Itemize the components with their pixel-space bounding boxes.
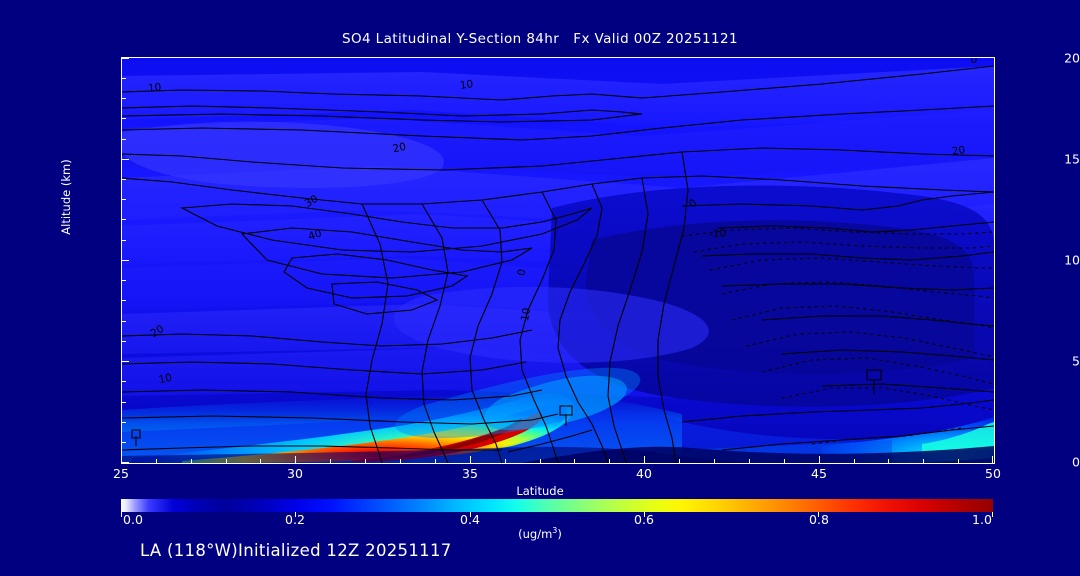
colorbar-label-0: 0.0 [123, 512, 143, 527]
y-tickmark-20 [122, 58, 129, 59]
colorbar-tickmark-2 [470, 512, 471, 517]
svg-text:10: 10 [459, 78, 474, 92]
x-axis-label: Latitude [516, 484, 564, 498]
y-tickmark-minor-7 [122, 300, 126, 301]
x-tickmark-minor-12 [609, 459, 610, 463]
y-tickmark-minor-15 [122, 98, 126, 99]
colorbar-tickmark-1 [295, 512, 296, 517]
x-tickmark-45 [819, 456, 820, 463]
x-tick-40: 40 [636, 466, 652, 481]
y-tickmark-minor-4 [122, 381, 126, 382]
y-tickmark-minor-12 [122, 179, 126, 180]
y-tickmark-5 [122, 361, 129, 362]
x-tickmark-minor-16 [784, 459, 785, 463]
colorbar-tickmark-3 [644, 512, 645, 517]
y-tick-20: 20 [1064, 50, 1080, 66]
x-tickmark-minor-1 [156, 459, 157, 463]
x-tickmark-minor-8 [435, 459, 436, 463]
colorbar-label-4: 0.8 [809, 512, 829, 527]
svg-text:10: 10 [519, 307, 533, 322]
colorbar-label-3: 0.6 [634, 512, 654, 527]
colorbar-tickmark-5 [992, 512, 993, 517]
x-tickmark-minor-17 [854, 459, 855, 463]
x-tick-45: 45 [811, 466, 827, 481]
svg-text:10: 10 [147, 81, 162, 94]
contour-labels: 10 10 20 20 30 0 0 40 -10 0 10 20 10 [147, 58, 977, 386]
x-tickmark-minor-18 [888, 459, 889, 463]
colorbar-tickmark-4 [818, 512, 819, 517]
colorbar-unit-label: (ug/m3) [0, 526, 1080, 541]
y-tickmark-minor-16 [122, 78, 126, 79]
negative-contour-lines [681, 227, 994, 445]
x-tickmark-minor-7 [400, 459, 401, 463]
svg-text:20: 20 [392, 141, 408, 156]
chart-caption: LA (118°W)Initialized 12Z 20251117 [140, 541, 452, 560]
x-tickmark-minor-2 [191, 459, 192, 463]
colorbar-tickmark-0 [121, 512, 122, 517]
x-tick-50: 50 [985, 466, 1001, 481]
y-tickmark-minor-13 [122, 139, 126, 140]
y-axis-label: Altitude (km) [59, 159, 73, 235]
x-tick-25: 25 [113, 466, 129, 481]
x-tickmark-minor-5 [330, 459, 331, 463]
field-svg: 10 10 20 20 30 0 0 40 -10 0 10 20 10 [122, 58, 994, 463]
y-tickmark-minor-2 [122, 422, 126, 423]
svg-text:20: 20 [951, 144, 966, 158]
colorbar-unit-prefix: (ug/m [518, 526, 553, 541]
svg-text:0: 0 [516, 268, 529, 277]
svg-text:10: 10 [158, 372, 174, 387]
x-tickmark-minor-20 [958, 459, 959, 463]
plot-inner: 10 10 20 20 30 0 0 40 -10 0 10 20 10 [122, 58, 994, 463]
x-tick-35: 35 [462, 466, 478, 481]
colorbar-gradient [121, 499, 993, 512]
y-tick-5: 5 [1072, 353, 1080, 369]
colorbar-label-1: 0.2 [285, 512, 305, 527]
x-tickmark-50 [992, 456, 993, 463]
svg-text:40: 40 [307, 227, 323, 243]
y-tickmark-minor-8 [122, 280, 126, 281]
x-tickmark-40 [644, 456, 645, 463]
x-tickmark-minor-11 [574, 459, 575, 463]
x-tickmark-minor-9 [505, 459, 506, 463]
y-tickmark-10 [122, 260, 129, 261]
y-tick-10: 10 [1064, 252, 1080, 268]
svg-text:30: 30 [303, 193, 321, 210]
x-tickmark-minor-13 [679, 459, 680, 463]
y-tickmark-15 [122, 159, 129, 160]
y-tickmark-minor-5 [122, 341, 126, 342]
y-tick-0: 0 [1072, 454, 1080, 470]
x-tickmark-minor-15 [749, 459, 750, 463]
y-tickmark-minor-3 [122, 402, 126, 403]
svg-text:-10: -10 [709, 227, 727, 241]
colorbar-unit-exponent: 3 [552, 526, 558, 535]
x-tickmark-minor-3 [226, 459, 227, 463]
y-tickmark-minor-9 [122, 240, 126, 241]
plot-area: 10 10 20 20 30 0 0 40 -10 0 10 20 10 [121, 57, 995, 464]
y-tickmark-minor-11 [122, 199, 126, 200]
x-tickmark-25 [121, 456, 122, 463]
x-tickmark-35 [470, 456, 471, 463]
x-tickmark-minor-10 [540, 459, 541, 463]
svg-text:0: 0 [971, 58, 978, 66]
x-tickmark-minor-19 [923, 459, 924, 463]
y-tickmark-minor-6 [122, 321, 126, 322]
y-tickmark-minor-14 [122, 118, 126, 119]
colorbar-label-2: 0.4 [460, 512, 480, 527]
colorbar-unit-suffix: ) [557, 526, 562, 541]
x-tickmark-minor-6 [365, 459, 366, 463]
y-tickmark-minor-10 [122, 219, 126, 220]
x-tickmark-minor-4 [260, 459, 261, 463]
y-tick-15: 15 [1064, 151, 1080, 167]
chart-title: SO4 Latitudinal Y-Section 84hr Fx Valid … [342, 31, 738, 47]
x-tickmark-minor-14 [714, 459, 715, 463]
y-tickmark-minor-1 [122, 442, 126, 443]
contour-lines [122, 65, 994, 463]
colorbar-label-5: 1.0 [972, 512, 992, 527]
y-tickmark-0 [122, 462, 129, 463]
x-tick-30: 30 [287, 466, 303, 481]
x-tickmark-30 [295, 456, 296, 463]
colorbar [121, 499, 993, 517]
